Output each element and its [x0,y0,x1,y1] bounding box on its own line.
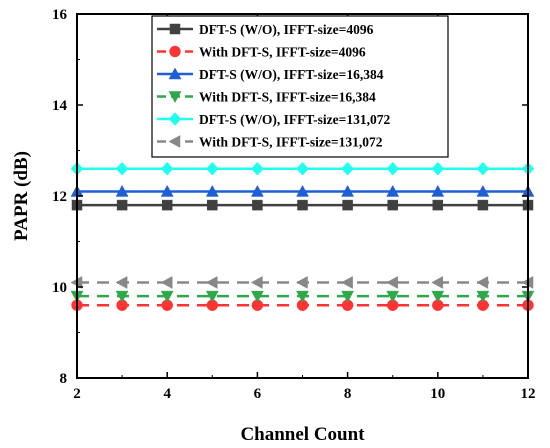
legend-label: DFT-S (W/O), IFFT-size=4096 [199,22,374,37]
legend: DFT-S (W/O), IFFT-size=4096 With DFT-S, I… [151,15,449,158]
legend-item: DFT-S (W/O), IFFT-size=131,072 [157,112,390,127]
legend-marker [169,23,181,35]
x-tick-label: 12 [521,386,536,402]
axes-layer: 2 4 6 8 10 12 8 10 12 14 16 [52,7,536,402]
data-point [115,161,129,176]
data-point [205,276,218,289]
data-point [296,161,309,176]
y-tick-label: 10 [52,280,67,296]
data-point [205,161,219,176]
data-point [205,290,219,303]
legend-item: With DFT-S, IFFT-size=4096 [157,45,366,60]
data-point [207,199,218,211]
legend-marker [168,112,182,126]
series-0 [71,199,534,211]
legend-label: With DFT-S, IFFT-size=16,384 [199,90,376,105]
legend-marker [168,135,181,148]
legend-marker [169,45,181,58]
legend-label: DFT-S (W/O), IFFT-size=131,072 [199,112,390,127]
data-point [160,290,174,303]
series-1 [71,299,534,311]
series-4 [70,161,535,176]
data-point [431,290,445,303]
legend-label: DFT-S (W/O), IFFT-size=16,384 [199,67,384,82]
data-point [160,276,173,289]
y-axis-title: PAPR (dB) [11,151,32,241]
data-point [115,276,128,289]
data-point [116,199,128,211]
y-tick-label: 14 [52,98,68,114]
series-5 [70,276,534,289]
legend-item: With DFT-S, IFFT-size=131,072 [157,135,383,150]
data-point [476,276,489,289]
data-point [341,161,354,176]
x-tick-label: 10 [430,386,445,402]
series-layer [70,161,535,311]
x-tick-label: 6 [254,386,262,402]
data-point [161,199,173,211]
y-tick-label: 8 [60,371,68,387]
data-point [476,184,490,197]
legend-marker [168,67,182,80]
legend-item: DFT-S (W/O), IFFT-size=4096 [157,22,374,37]
data-point [386,290,400,303]
legend-label: With DFT-S, IFFT-size=131,072 [199,135,383,150]
legend-box [151,15,449,158]
x-tick-label: 8 [344,386,352,402]
data-point [296,290,309,303]
data-point [386,161,400,176]
data-point [432,199,444,211]
x-tick-label: 2 [73,386,81,402]
data-point [341,290,355,303]
data-point [250,290,264,303]
legend-label: With DFT-S, IFFT-size=4096 [199,45,366,60]
legend-item: With DFT-S, IFFT-size=16,384 [157,90,376,105]
data-point [295,276,308,289]
data-point [250,184,264,197]
data-point [387,199,398,211]
series-2 [70,184,535,197]
data-point [341,184,355,197]
data-point [341,276,353,289]
data-point [431,161,445,176]
data-point [115,290,129,303]
data-point [205,184,219,197]
data-point [476,290,490,303]
data-point [252,199,263,211]
data-point [477,199,489,211]
data-point [431,184,445,197]
data-point [115,184,129,197]
legend-marker [168,91,182,104]
data-point [431,276,444,289]
data-point [297,199,308,211]
data-point [160,184,174,197]
data-point [250,276,263,289]
data-point [251,161,264,176]
data-point [296,184,309,197]
data-point [386,276,398,289]
data-point [160,161,174,176]
y-tick-label: 16 [52,7,68,23]
x-axis-title: Channel Count [240,424,365,445]
legend-item: DFT-S (W/O), IFFT-size=16,384 [157,67,384,82]
series-3 [70,290,535,303]
data-point [386,184,400,197]
data-point [476,161,490,176]
x-tick-label: 4 [163,386,171,402]
data-point [342,199,353,211]
y-tick-label: 12 [52,189,67,205]
